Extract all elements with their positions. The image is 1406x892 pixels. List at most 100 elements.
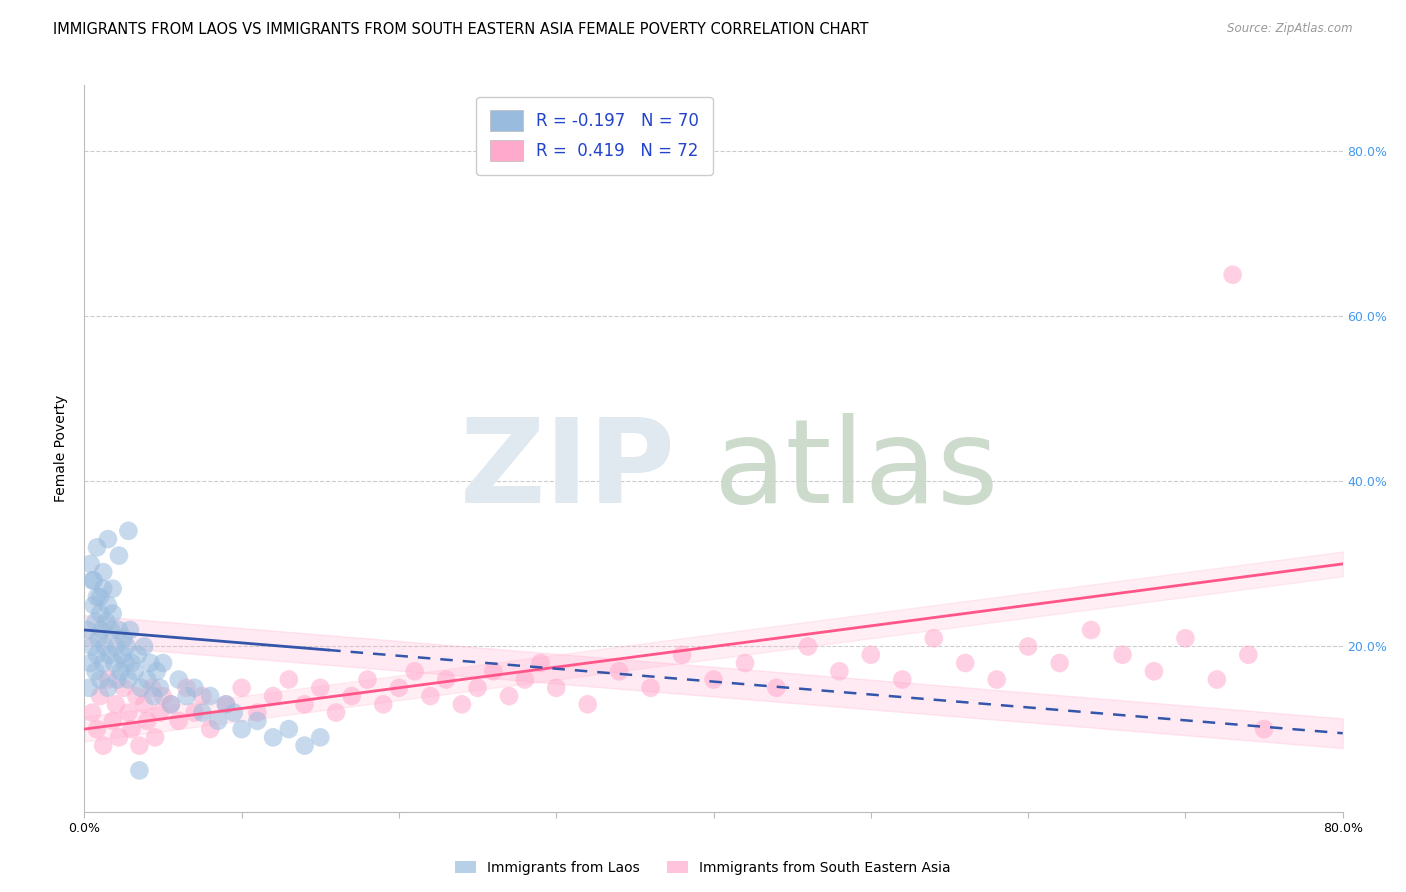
Point	[404, 665, 426, 679]
Point	[277, 673, 299, 687]
Point	[215, 698, 238, 712]
Point	[200, 689, 222, 703]
Point	[1111, 648, 1133, 662]
Point	[91, 565, 114, 579]
Point	[82, 574, 104, 588]
Point	[325, 706, 347, 720]
Point	[434, 673, 457, 687]
Point	[859, 648, 882, 662]
Point	[183, 681, 205, 695]
Point	[97, 673, 120, 687]
Point	[87, 632, 110, 646]
Point	[149, 706, 172, 720]
Point	[114, 656, 136, 670]
Point	[765, 681, 787, 695]
Point	[309, 681, 332, 695]
Point	[277, 722, 299, 736]
Point	[77, 681, 100, 695]
Point	[986, 673, 1008, 687]
Point	[576, 698, 599, 712]
Point	[110, 665, 132, 679]
Point	[103, 656, 125, 670]
Point	[703, 673, 725, 687]
Point	[79, 557, 101, 571]
Point	[98, 648, 121, 662]
Point	[128, 764, 150, 778]
Point	[86, 722, 108, 736]
Point	[104, 640, 127, 654]
Point	[108, 623, 131, 637]
Point	[373, 698, 395, 712]
Point	[1237, 648, 1260, 662]
Point	[891, 673, 914, 687]
Point	[82, 640, 104, 654]
Point	[1174, 632, 1197, 646]
Point	[200, 722, 222, 736]
Point	[76, 623, 98, 637]
Text: Source: ZipAtlas.com: Source: ZipAtlas.com	[1227, 22, 1353, 36]
Point	[86, 648, 108, 662]
Point	[112, 681, 135, 695]
Point	[231, 681, 253, 695]
Point	[86, 590, 108, 604]
Point	[91, 739, 114, 753]
Point	[1222, 268, 1244, 282]
Point	[262, 731, 284, 745]
Point	[125, 689, 148, 703]
Point	[111, 648, 134, 662]
Point	[356, 673, 378, 687]
Point	[121, 722, 143, 736]
Point	[191, 689, 214, 703]
Point	[828, 665, 851, 679]
Point	[134, 640, 156, 654]
Point	[246, 714, 269, 728]
Point	[1080, 623, 1102, 637]
Point	[129, 681, 152, 695]
Point	[91, 582, 114, 596]
Point	[546, 681, 568, 695]
Point	[79, 656, 101, 670]
Point	[141, 681, 163, 695]
Point	[215, 698, 238, 712]
Point	[89, 673, 111, 687]
Point	[191, 706, 214, 720]
Point	[207, 714, 229, 728]
Point	[419, 689, 441, 703]
Point	[142, 689, 165, 703]
Point	[222, 706, 245, 720]
Point	[467, 681, 489, 695]
Point	[97, 681, 120, 695]
Point	[100, 623, 122, 637]
Point	[108, 549, 131, 563]
Point	[139, 656, 162, 670]
Point	[529, 656, 551, 670]
Text: IMMIGRANTS FROM LAOS VS IMMIGRANTS FROM SOUTH EASTERN ASIA FEMALE POVERTY CORREL: IMMIGRANTS FROM LAOS VS IMMIGRANTS FROM …	[53, 22, 869, 37]
Point	[388, 681, 411, 695]
Point	[309, 731, 332, 745]
Y-axis label: Female Poverty: Female Poverty	[55, 394, 69, 502]
Point	[117, 524, 139, 538]
Point	[797, 640, 820, 654]
Point	[105, 673, 128, 687]
Point	[734, 656, 756, 670]
Point	[136, 673, 159, 687]
Point	[127, 648, 149, 662]
Point	[124, 665, 146, 679]
Point	[176, 689, 198, 703]
Point	[134, 698, 156, 712]
Point	[128, 739, 150, 753]
Point	[117, 673, 139, 687]
Point	[145, 665, 167, 679]
Point	[136, 714, 159, 728]
Point	[152, 689, 174, 703]
Point	[91, 656, 114, 670]
Point	[246, 706, 269, 720]
Text: ZIP: ZIP	[460, 412, 676, 527]
Point	[176, 681, 198, 695]
Point	[160, 698, 183, 712]
Point	[498, 689, 520, 703]
Point	[94, 640, 117, 654]
Point	[231, 722, 253, 736]
Point	[89, 607, 111, 621]
Point	[167, 714, 190, 728]
